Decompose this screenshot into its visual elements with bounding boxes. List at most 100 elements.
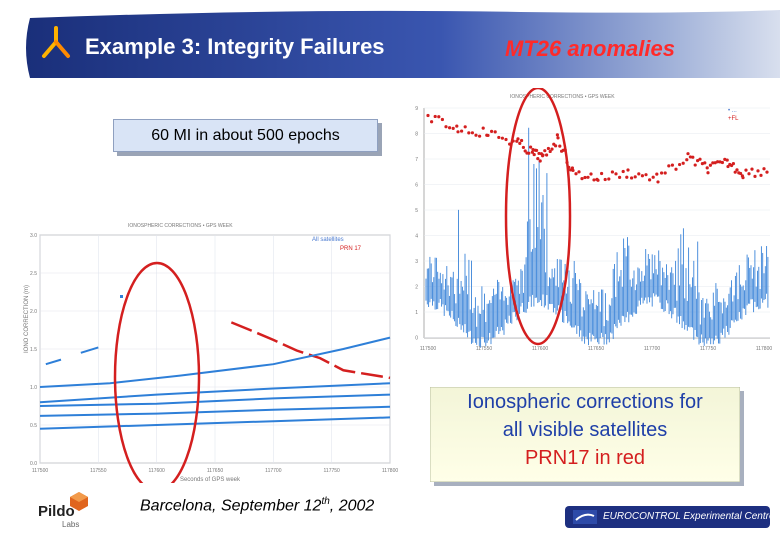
prn17-series-line [230, 321, 391, 380]
iono-line-3: PRN17 in red [524, 447, 646, 469]
right-y-tick-label: 9 [415, 106, 418, 112]
right-red-point [515, 139, 519, 143]
right-red-point [486, 133, 490, 138]
left-x-tick-label: 117800 [382, 468, 399, 474]
left-x-tick-label: 117700 [265, 468, 282, 474]
right-y-tick-label: 8 [415, 132, 418, 138]
iono-corrections-box: Ionospheric corrections for all visible … [430, 387, 740, 482]
right-red-point [674, 167, 678, 171]
right-y-tick-label: 2 [415, 285, 418, 291]
left-chart-x-ticks: 117500 117550 117600 117650 117700 117750 1178… [32, 468, 399, 474]
left-x-tick-label: 117650 [207, 468, 224, 474]
right-red-point [467, 131, 471, 135]
pildo-logo: Pildo Labs [38, 490, 108, 530]
right-red-point [660, 171, 664, 175]
satellite-series-line [39, 336, 391, 388]
pildo-sub: Labs [62, 520, 80, 529]
right-red-point [550, 147, 554, 151]
right-red-point [583, 175, 587, 180]
right-red-point [651, 175, 655, 179]
right-red-point [706, 171, 710, 175]
page-title: Example 3: Integrity Failures [85, 34, 385, 59]
right-red-point [493, 130, 497, 134]
right-red-point [527, 151, 531, 155]
left-chart-header-text: IONOSPHERIC CORRECTIONS • GPS WEEK [128, 223, 233, 229]
right-red-point [430, 120, 434, 124]
right-red-point [711, 161, 715, 165]
right-red-point [490, 129, 494, 133]
satellite-series-line [39, 393, 391, 407]
eurocontrol-logo-icon [573, 510, 597, 524]
legend-all-satellites: All satellites [312, 237, 344, 243]
right-red-point [733, 170, 737, 174]
right-red-point [516, 137, 520, 141]
right-red-point [426, 113, 430, 118]
right-red-point [670, 163, 674, 167]
left-ionosphere-chart: IONOSPHERIC CORRECTIONS • GPS WEEK 0.00.… [20, 215, 400, 483]
right-red-point [535, 148, 539, 153]
right-red-point [571, 168, 575, 173]
right-chart-blue-points [425, 127, 769, 348]
pildo-cube-icon [70, 492, 88, 511]
satellite-series-line [39, 405, 391, 417]
right-red-point [580, 177, 584, 181]
right-red-point [520, 138, 524, 143]
right-red-point [762, 167, 766, 171]
right-red-point [731, 162, 735, 166]
right-red-point [530, 150, 534, 154]
right-red-point [455, 124, 459, 128]
right-red-point [523, 149, 527, 153]
footer-location-date: Barcelona, September 12th, 2002 [140, 496, 374, 515]
right-red-point [531, 147, 535, 152]
right-red-point [667, 164, 671, 168]
left-chart-grid [39, 234, 391, 464]
right-x-tick-label: 117550 [476, 346, 493, 352]
right-red-point [688, 155, 692, 159]
right-red-point [756, 169, 760, 173]
right-red-point [753, 174, 757, 179]
right-red-point [537, 151, 541, 156]
right-red-point [451, 126, 455, 130]
right-red-point [536, 157, 540, 161]
right-red-point [685, 158, 689, 162]
right-red-point [546, 146, 550, 151]
right-red-point [716, 160, 720, 164]
right-red-point [607, 177, 611, 181]
right-red-point [744, 168, 748, 172]
right-red-point [600, 171, 604, 176]
right-red-point [592, 178, 596, 182]
right-red-point [640, 174, 644, 178]
header-bar: Example 3: Integrity Failures MT26 anoma… [0, 0, 780, 78]
right-red-point [637, 172, 641, 176]
right-red-point [735, 168, 739, 172]
legend-prn17: PRN 17 [340, 246, 362, 252]
right-red-point [456, 130, 460, 134]
right-red-point [693, 163, 697, 167]
right-mt26-chart: IONOSPHERIC CORRECTIONS • GPS WEEK 9 8 7 6 5… [398, 88, 775, 363]
iono-line-1: Ionospheric corrections for [467, 391, 703, 413]
right-red-point [621, 169, 625, 174]
right-red-point [678, 162, 682, 167]
right-y-tick-label: 3 [415, 259, 418, 265]
right-red-point [633, 175, 637, 179]
left-chart-y-axis-label: IONO CORRECTION (m) [24, 285, 30, 353]
eurocontrol-text: EUROCONTROL Experimental Centre [603, 511, 775, 522]
left-y-tick-label: 3.0 [30, 233, 37, 239]
right-red-point [478, 134, 482, 138]
left-x-tick-label: 117600 [149, 468, 166, 474]
right-red-point [655, 172, 659, 176]
footer-location-prefix: Barcelona, September 12 [140, 497, 322, 515]
right-red-point [532, 152, 536, 157]
left-x-tick-label: 117750 [324, 468, 341, 474]
right-red-point [460, 129, 464, 133]
right-red-point [474, 133, 478, 137]
right-red-point [448, 126, 452, 130]
right-red-point [500, 136, 504, 140]
right-red-point [725, 158, 729, 162]
right-red-point [543, 149, 547, 153]
left-chart-y-ticks: 0.0 0.5 1.0 1.5 2.0 2.5 3.0 [30, 233, 37, 467]
right-red-point [463, 125, 467, 129]
right-red-point [618, 175, 622, 179]
right-y-tick-label: 1 [415, 310, 418, 316]
iono-box-background [430, 387, 740, 482]
